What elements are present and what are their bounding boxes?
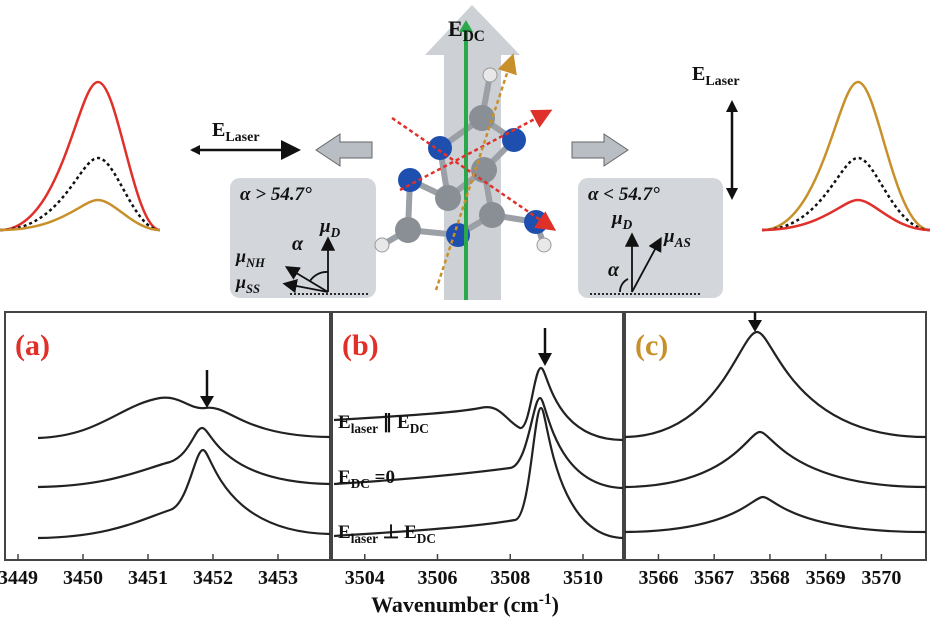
x-tick-label: 3453 (258, 567, 298, 589)
x-axis-label: Wavenumber (cm-1) (371, 591, 559, 617)
label-part: DC (410, 421, 429, 436)
left-peaks (0, 82, 160, 230)
x-tick-label: 3569 (806, 567, 846, 589)
angle: α (292, 233, 304, 255)
e-laser-label: ELaser (692, 63, 740, 89)
label-part: ⊥ E (378, 522, 417, 543)
trace-label: EDC =0 (338, 467, 395, 491)
arrow-head (200, 320, 762, 408)
e-laser-label: ELaser (212, 119, 260, 145)
label-part: =0 (370, 467, 395, 488)
trace-label: Elaser ⊥ EDC (338, 522, 436, 546)
angle: α (608, 259, 620, 281)
label-part: DC (417, 531, 436, 546)
label-part: laser (351, 531, 378, 546)
block-arrow (316, 134, 372, 166)
x-tick-label: 3504 (345, 567, 385, 589)
label-part: DC (351, 476, 370, 491)
x-tick-label: 3452 (193, 567, 233, 589)
label-part: E (338, 467, 351, 488)
figure: ELaser ELaser α > 54.7° μD μNH μSS α α <… (0, 0, 931, 630)
peak-arrows (207, 312, 755, 398)
label-part: laser (351, 421, 378, 436)
alpha-condition: α < 54.7° (588, 184, 660, 205)
x-tick-label: 3449 (0, 567, 38, 589)
molecule (375, 5, 552, 300)
arrow-head (190, 145, 200, 155)
x-tick-label: 3568 (750, 567, 790, 589)
label-part: ∥ E (378, 412, 410, 433)
panel-frames (5, 312, 926, 560)
panel-label: (c) (635, 329, 668, 362)
label-part: E (338, 522, 351, 543)
panel-label: (b) (342, 329, 379, 362)
x-tick-label: 3451 (128, 567, 168, 589)
x-tick-label: 3508 (490, 567, 530, 589)
right-peaks (762, 82, 930, 230)
x-tick-label: 3450 (63, 567, 103, 589)
x-tick-label: 3566 (638, 567, 678, 589)
x-tick-label: 3506 (417, 567, 457, 589)
alpha-condition: α > 54.7° (240, 184, 312, 205)
x-tick-label: 3510 (563, 567, 603, 589)
panel-label: (a) (15, 329, 50, 362)
label-part: E (338, 412, 351, 433)
panel-layer: (a) 3449 3450 3451 3452 3453 (b) 3504 3506 3508 35… (0, 329, 901, 589)
spectra (38, 332, 926, 538)
x-tick-label: 3567 (694, 567, 734, 589)
x-tick-label: 3570 (861, 567, 901, 589)
block-arrow (572, 134, 628, 166)
